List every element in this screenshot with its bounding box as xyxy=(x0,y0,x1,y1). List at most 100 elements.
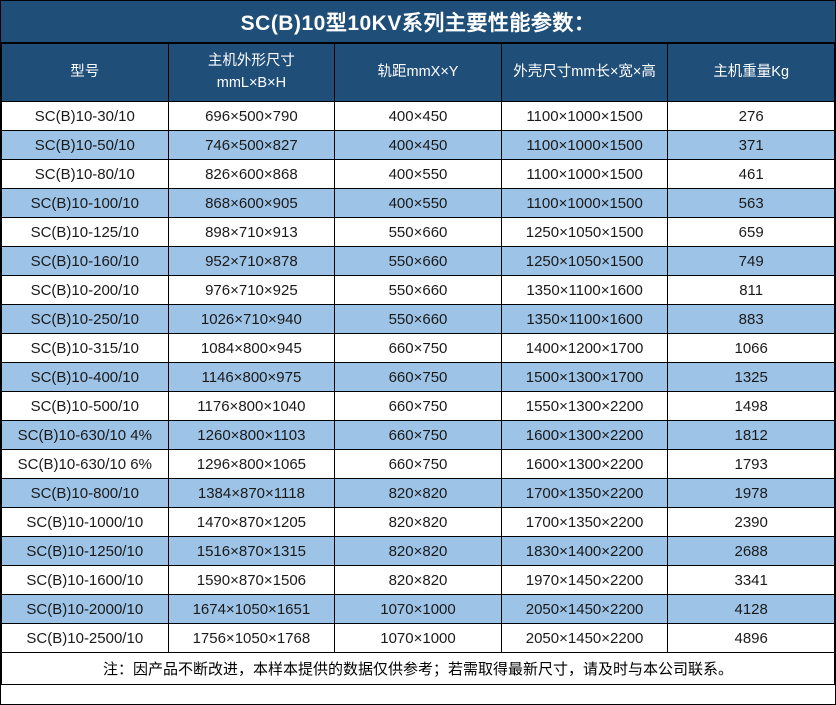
table-row: SC(B)10-630/10 6% 1296×800×1065 660×750 160… xyxy=(1,449,835,479)
table-row: SC(B)10-400/10 1146×800×975 660×750 1500×13… xyxy=(1,362,835,392)
spec-table: 型号 主机外形尺寸 mmL×B×H 轨距mmX×Y 外壳尺寸mm长×宽×高 主机… xyxy=(1,43,835,685)
table-cell: 811 xyxy=(667,275,835,305)
table-row: SC(B)10-315/10 1084×800×945 660×750 1400×12… xyxy=(1,333,835,363)
table-cell: SC(B)10-800/10 xyxy=(1,478,169,508)
table-row: SC(B)10-160/10 952×710×878 550×660 1250×105… xyxy=(1,246,835,276)
table-cell: 660×750 xyxy=(334,362,502,392)
table-cell: 1516×870×1315 xyxy=(167,536,336,566)
table-cell: SC(B)10-100/10 xyxy=(1,188,169,218)
table-cell: 1250×1050×1500 xyxy=(500,217,669,247)
table-cell: 1674×1050×1651 xyxy=(167,594,336,624)
table-cell: 1260×800×1103 xyxy=(167,420,336,450)
note-row: 注：因产品不断改进，本样本提供的数据仅供参考；若需取得最新尺寸，请及时与本公司联… xyxy=(1,652,835,685)
table-cell: 1600×1300×2200 xyxy=(500,420,669,450)
table-cell: 550×660 xyxy=(334,246,502,276)
table-cell: 1400×1200×1700 xyxy=(500,333,669,363)
table-cell: SC(B)10-200/10 xyxy=(1,275,169,305)
table-cell: 400×450 xyxy=(334,130,502,160)
table-cell: 1325 xyxy=(667,362,835,392)
table-cell: 4896 xyxy=(667,623,835,653)
table-cell: 660×750 xyxy=(334,333,502,363)
table-row: SC(B)10-1000/10 1470×870×1205 820×820 1700×… xyxy=(1,507,835,537)
table-cell: SC(B)10-2500/10 xyxy=(1,623,169,653)
table-cell: 1026×710×940 xyxy=(167,304,336,334)
table-cell: 563 xyxy=(667,188,835,218)
table-cell: SC(B)10-315/10 xyxy=(1,333,169,363)
table-row: SC(B)10-1600/10 1590×870×1506 820×820 1970×… xyxy=(1,565,835,595)
table-cell: 1756×1050×1768 xyxy=(167,623,336,653)
table-cell: 898×710×913 xyxy=(167,217,336,247)
table-cell: 1100×1000×1500 xyxy=(500,159,669,189)
table-cell: 461 xyxy=(667,159,835,189)
table-row: SC(B)10-30/10 696×500×790 400×450 1100×1000… xyxy=(1,101,835,131)
table-cell: 976×710×925 xyxy=(167,275,336,305)
column-header-rail-gauge: 轨距mmX×Y xyxy=(334,43,502,102)
column-header-weight: 主机重量Kg xyxy=(667,43,835,102)
table-cell: 820×820 xyxy=(334,536,502,566)
table-cell: 550×660 xyxy=(334,304,502,334)
table-cell: 1550×1300×2200 xyxy=(500,391,669,421)
table-cell: SC(B)10-250/10 xyxy=(1,304,169,334)
table-cell: 4128 xyxy=(667,594,835,624)
page-title: SC(B)10型10KV系列主要性能参数： xyxy=(1,1,835,43)
table-cell: 1700×1350×2200 xyxy=(500,478,669,508)
table-row: SC(B)10-2500/10 1756×1050×1768 1070×1000 20… xyxy=(1,623,835,653)
column-header-model: 型号 xyxy=(1,43,169,102)
table-cell: 2688 xyxy=(667,536,835,566)
table-cell: 1498 xyxy=(667,391,835,421)
table-cell: 820×820 xyxy=(334,507,502,537)
table-row: SC(B)10-630/10 4% 1260×800×1103 660×750 160… xyxy=(1,420,835,450)
table-cell: 1384×870×1118 xyxy=(167,478,336,508)
table-cell: SC(B)10-1250/10 xyxy=(1,536,169,566)
table-cell: 1350×1100×1600 xyxy=(500,304,669,334)
table-row: SC(B)10-250/10 1026×710×940 550×660 1350×11… xyxy=(1,304,835,334)
table-cell: SC(B)10-50/10 xyxy=(1,130,169,160)
table-cell: 550×660 xyxy=(334,217,502,247)
table-cell: SC(B)10-500/10 xyxy=(1,391,169,421)
table-cell: 660×750 xyxy=(334,420,502,450)
table-cell: SC(B)10-160/10 xyxy=(1,246,169,276)
table-cell: 1146×800×975 xyxy=(167,362,336,392)
table-cell: 826×600×868 xyxy=(167,159,336,189)
table-cell: 371 xyxy=(667,130,835,160)
table-cell: 2050×1450×2200 xyxy=(500,623,669,653)
table-cell: 696×500×790 xyxy=(167,101,336,131)
table-cell: 1176×800×1040 xyxy=(167,391,336,421)
table-cell: 660×750 xyxy=(334,391,502,421)
table-row: SC(B)10-80/10 826×600×868 400×550 1100×1000… xyxy=(1,159,835,189)
table-cell: SC(B)10-125/10 xyxy=(1,217,169,247)
table-cell: SC(B)10-30/10 xyxy=(1,101,169,131)
header-row: 型号 主机外形尺寸 mmL×B×H 轨距mmX×Y 外壳尺寸mm长×宽×高 主机… xyxy=(1,43,835,102)
table-row: SC(B)10-1250/10 1516×870×1315 820×820 1830×… xyxy=(1,536,835,566)
table-row: SC(B)10-500/10 1176×800×1040 660×750 1550×1… xyxy=(1,391,835,421)
table-cell: 820×820 xyxy=(334,565,502,595)
table-row: SC(B)10-2000/10 1674×1050×1651 1070×1000 20… xyxy=(1,594,835,624)
table-cell: 660×750 xyxy=(334,449,502,479)
table-cell: SC(B)10-80/10 xyxy=(1,159,169,189)
table-cell: 1100×1000×1500 xyxy=(500,101,669,131)
table-row: SC(B)10-800/10 1384×870×1118 820×820 1700×1… xyxy=(1,478,835,508)
table-cell: 659 xyxy=(667,217,835,247)
table-cell: 1600×1300×2200 xyxy=(500,449,669,479)
table-cell: SC(B)10-1000/10 xyxy=(1,507,169,537)
table-cell: SC(B)10-400/10 xyxy=(1,362,169,392)
table-row: SC(B)10-125/10 898×710×913 550×660 1250×105… xyxy=(1,217,835,247)
table-cell: 1100×1000×1500 xyxy=(500,188,669,218)
table-footer: 注：因产品不断改进，本样本提供的数据仅供参考；若需取得最新尺寸，请及时与本公司联… xyxy=(1,652,835,685)
table-cell: 2050×1450×2200 xyxy=(500,594,669,624)
table-cell: 1100×1000×1500 xyxy=(500,130,669,160)
table-cell: 1084×800×945 xyxy=(167,333,336,363)
table-cell: SC(B)10-630/10 4% xyxy=(1,420,169,450)
table-cell: 1700×1350×2200 xyxy=(500,507,669,537)
table-cell: 1978 xyxy=(667,478,835,508)
table-cell: 820×820 xyxy=(334,478,502,508)
table-cell: 883 xyxy=(667,304,835,334)
table-cell: SC(B)10-2000/10 xyxy=(1,594,169,624)
table-cell: 1070×1000 xyxy=(334,623,502,653)
table-row: SC(B)10-100/10 868×600×905 400×550 1100×100… xyxy=(1,188,835,218)
table-cell: 868×600×905 xyxy=(167,188,336,218)
table-cell: 400×550 xyxy=(334,188,502,218)
table-cell: SC(B)10-630/10 6% xyxy=(1,449,169,479)
table-cell: 1970×1450×2200 xyxy=(500,565,669,595)
